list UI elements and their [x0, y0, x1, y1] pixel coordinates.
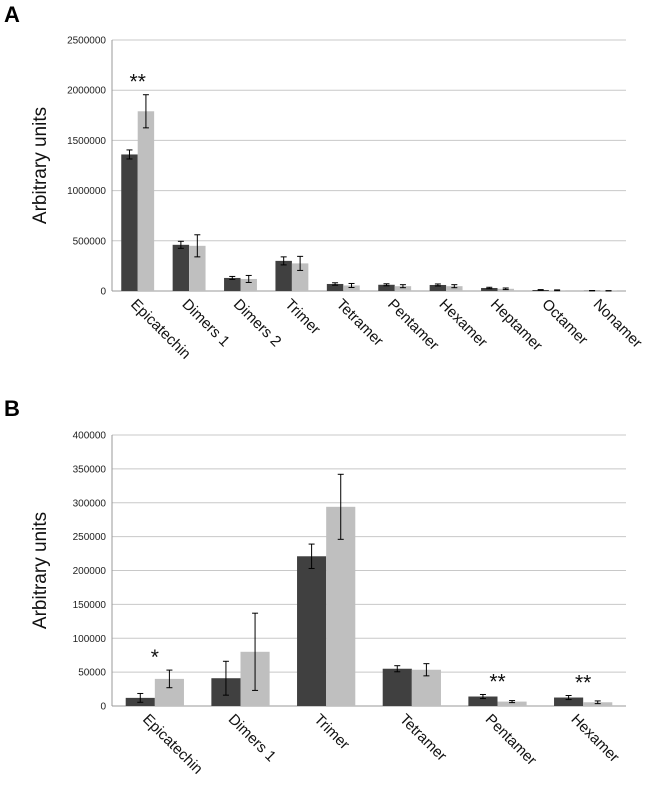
significance-annotation: **	[575, 671, 591, 694]
y-axis-label: Arbitrary units	[30, 512, 51, 629]
y-tick-label: 200000	[73, 566, 107, 577]
y-tick-label: 350000	[73, 464, 107, 475]
bar	[343, 285, 360, 291]
y-tick-label: 500000	[73, 236, 107, 247]
y-tick-label: 2000000	[67, 86, 106, 97]
bar	[189, 245, 206, 291]
y-tick-label: 250000	[73, 532, 107, 543]
y-tick-label: 150000	[73, 600, 107, 611]
bar	[583, 702, 613, 706]
chart-panel-b: 0 50000 100000 150000 200000 250000 300000 3500…	[30, 431, 626, 778]
y-tick-label: 50000	[78, 668, 106, 679]
significance-annotation: *	[151, 646, 159, 669]
y-tick-label: 300000	[73, 498, 107, 509]
bar	[554, 697, 584, 706]
y-tick-label: 0	[100, 287, 106, 298]
bar	[297, 556, 327, 706]
y-tick-label: 100000	[73, 634, 107, 645]
bar	[326, 283, 344, 291]
y-tick-label: 0	[100, 702, 106, 713]
x-tick-label: Octamer	[538, 296, 591, 349]
x-tick-label: Dimers 2	[230, 296, 284, 350]
y-tick-label: 1000000	[67, 186, 106, 197]
bar	[121, 154, 138, 291]
bar	[275, 260, 292, 291]
bar	[394, 286, 412, 291]
bar	[378, 284, 395, 291]
y-tick-label: 400000	[73, 431, 107, 442]
bar	[446, 286, 463, 291]
x-tick-label: Dimers 1	[225, 711, 279, 765]
y-tick-label: 1500000	[67, 136, 106, 147]
significance-annotation: **	[130, 71, 146, 94]
bar	[326, 506, 356, 706]
bar	[429, 284, 447, 291]
x-tick-label: Pentamer	[482, 711, 540, 769]
chart-panel-a: 0 500000 1000000 1500000 2000000 2500000 Arbit…	[30, 36, 646, 363]
bar	[382, 668, 412, 706]
x-tick-label: Hexamer	[436, 296, 491, 351]
x-tick-label: Nonamer	[590, 296, 646, 352]
bar	[240, 278, 257, 291]
x-tick-label: Trimer	[310, 711, 352, 753]
y-tick-label: 2500000	[67, 36, 106, 47]
bar	[224, 277, 241, 291]
x-tick-label: Heptamer	[487, 296, 546, 355]
bar	[291, 263, 309, 291]
panel-b-letter: B	[4, 396, 20, 421]
x-tick-label: Hexamer	[567, 711, 622, 766]
bar	[137, 111, 155, 291]
bar	[481, 287, 498, 291]
bar	[468, 696, 498, 706]
bar	[172, 244, 190, 291]
x-tick-label: Tetramer	[333, 296, 387, 350]
y-axis-label: Arbitrary units	[30, 107, 51, 224]
x-tick-label: Pentamer	[384, 296, 442, 354]
x-tick-label: Trimer	[281, 296, 323, 338]
panel-a-letter: A	[4, 2, 20, 27]
x-tick-label: Epicatechin	[139, 711, 206, 778]
bar	[497, 701, 527, 706]
x-tick-label: Tetramer	[396, 711, 450, 765]
significance-annotation: **	[489, 670, 505, 693]
